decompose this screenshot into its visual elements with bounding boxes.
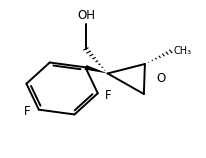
Polygon shape: [84, 65, 107, 73]
Text: F: F: [24, 105, 31, 118]
Text: OH: OH: [77, 9, 94, 22]
Text: F: F: [104, 89, 110, 102]
Text: O: O: [156, 73, 165, 85]
Text: CH₃: CH₃: [172, 46, 191, 56]
